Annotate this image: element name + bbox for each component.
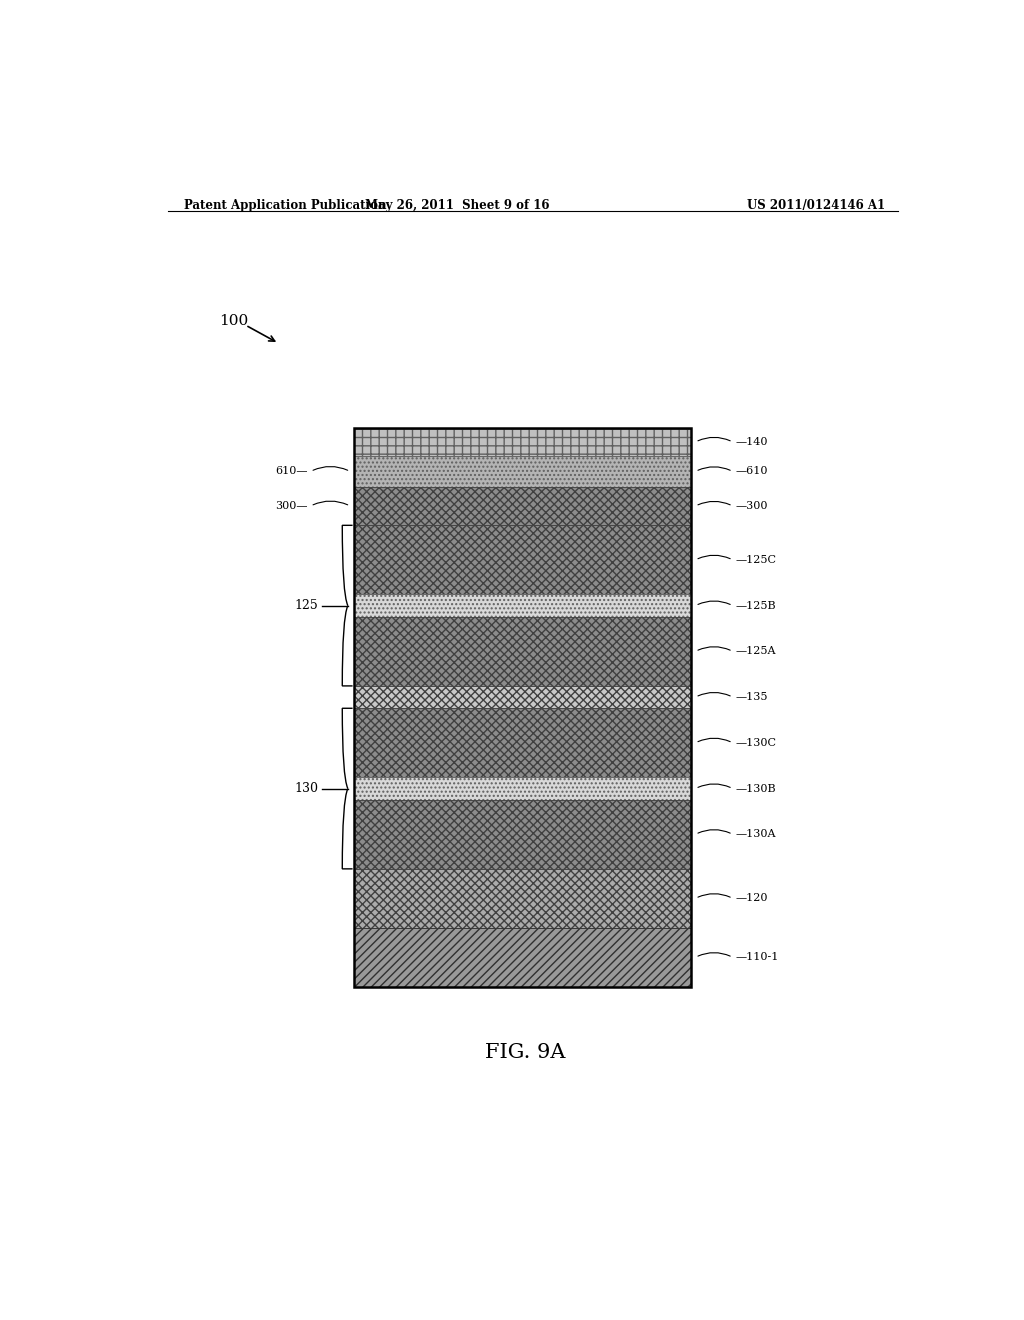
Text: —140: —140 (736, 437, 768, 447)
Text: —120: —120 (736, 894, 768, 903)
Text: —125B: —125B (736, 601, 776, 611)
Bar (354, 686, 691, 709)
Text: 125: 125 (295, 599, 318, 612)
Bar (354, 428, 691, 987)
Bar (354, 777, 691, 800)
Text: 130: 130 (295, 781, 318, 795)
Text: —130C: —130C (736, 738, 777, 748)
Bar (354, 869, 691, 928)
Bar (354, 928, 691, 987)
Text: —125C: —125C (736, 554, 777, 565)
Text: —610: —610 (736, 466, 768, 477)
Text: —125A: —125A (736, 647, 776, 656)
Text: —130A: —130A (736, 829, 776, 840)
Text: US 2011/0124146 A1: US 2011/0124146 A1 (748, 199, 885, 213)
Text: 100: 100 (219, 314, 249, 329)
Text: FIG. 9A: FIG. 9A (484, 1043, 565, 1061)
Bar (354, 428, 691, 457)
Text: —135: —135 (736, 692, 768, 702)
Text: 300—: 300— (274, 502, 307, 511)
Text: —300: —300 (736, 502, 768, 511)
Text: —130B: —130B (736, 784, 776, 793)
Bar (354, 457, 691, 487)
Bar (354, 487, 691, 525)
Text: 610—: 610— (274, 466, 307, 477)
Bar (354, 616, 691, 686)
Text: May 26, 2011  Sheet 9 of 16: May 26, 2011 Sheet 9 of 16 (366, 199, 550, 213)
Text: —110-1: —110-1 (736, 952, 779, 962)
Bar (354, 800, 691, 869)
Bar (354, 594, 691, 616)
Bar (354, 525, 691, 594)
Bar (354, 709, 691, 777)
Text: Patent Application Publication: Patent Application Publication (183, 199, 386, 213)
